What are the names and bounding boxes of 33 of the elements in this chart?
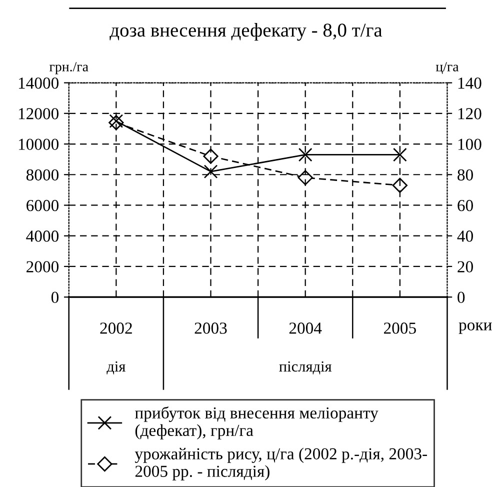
y2-tick-label: 80 [458,169,473,181]
y-tick-label: 0 [51,292,59,304]
y-tick-label: 6000 [26,200,59,212]
point [204,164,218,179]
point [392,178,408,193]
point [109,114,124,128]
y-tick-label: 14000 [18,77,59,89]
legend-label: урожайність рису, ц/га (2002 р.-дія, 2003- 2005 рр. - післядія) [134,448,427,480]
y-tick-label: 8000 [26,169,59,181]
y-tick-label: 12000 [18,108,59,120]
y-tick-label: 4000 [26,230,59,242]
text: дія [106,361,126,374]
x-tick-label: 2004 [289,322,322,334]
y2-tick-label: 60 [458,200,473,212]
x-tick-label: 2005 [384,322,416,334]
y-axis-title: грн./га [50,62,88,74]
text: післядія [279,361,332,374]
y2-axis-title: ц/га [436,62,459,74]
y-tick-label: 10000 [18,138,59,150]
legend-label: прибуток від внесення меліоранту (дефекат), грн/га [135,406,378,440]
y2-tick-label: 120 [458,108,482,120]
y-tick-label: 2000 [26,261,59,272]
x-tick-label: 2003 [194,322,227,334]
y2-tick-label: 0 [458,292,465,304]
y2-tick-label: 20 [458,261,473,272]
point [298,148,312,162]
x-tick-label: 2002 [100,322,132,334]
chart-title: доза внесення дефекату - 8,0 т/га [110,23,382,41]
y2-tick-label: 40 [457,230,473,242]
y2-tick-label: 140 [458,77,482,89]
x-axis-title: роки [458,322,492,334]
y2-tick-label: 100 [458,138,482,150]
point [392,148,407,162]
